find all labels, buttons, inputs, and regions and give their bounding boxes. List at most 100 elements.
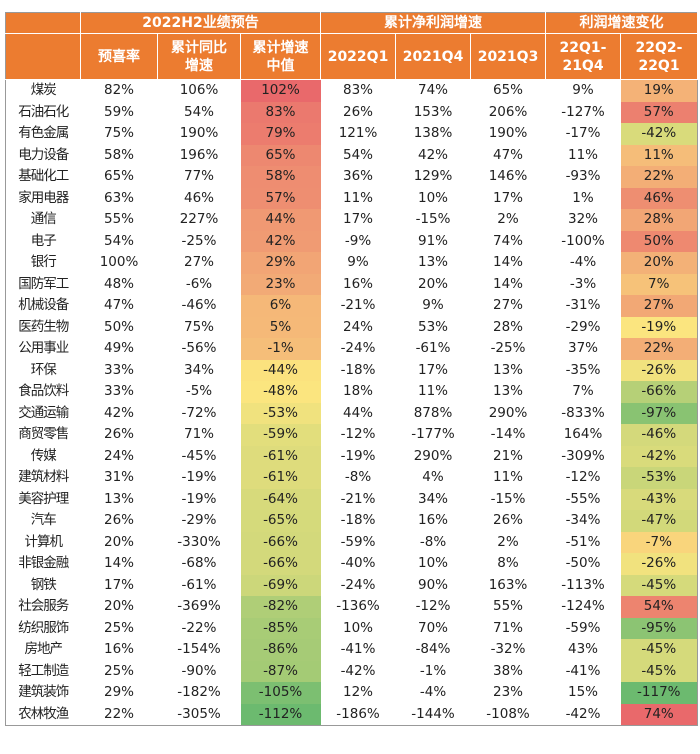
data-cell: 90% (418, 576, 449, 593)
data-cell: 54% (343, 146, 374, 163)
data-cell: 18% (343, 383, 374, 399)
data-cell: 70% (418, 619, 449, 636)
data-cell: 74% (620, 703, 698, 726)
data-cell: 74% (418, 82, 449, 98)
data-cell: -84% (415, 641, 451, 657)
table-row: 建筑装饰 29% -182% -105% 12% -4% 23% 15% -117% (6, 682, 698, 704)
data-cell: 82% (103, 82, 134, 98)
data-cell: -26% (620, 359, 698, 381)
data-cell: -108% (486, 705, 530, 722)
data-cell: 54% (620, 596, 698, 618)
data-cell: 17% (418, 361, 449, 378)
table-row: 有色金属 75% 190% 79% 121% 138% 190% -17% -42% (6, 123, 698, 145)
data-cell: 20% (103, 533, 134, 550)
data-cell: 14% (493, 275, 524, 292)
data-cell: 44% (343, 404, 374, 421)
data-cell: 28% (620, 209, 698, 231)
data-cell: 20% (103, 598, 134, 614)
data-cell: -369% (177, 598, 221, 614)
data-cell: -9% (344, 232, 372, 249)
industry-name: 通信 (30, 211, 57, 227)
data-cell: 63% (103, 189, 134, 206)
data-cell: -19% (181, 490, 217, 507)
data-cell: -186% (336, 705, 380, 722)
industry-name: 公用事业 (18, 340, 69, 356)
industry-earnings-table: 2022H2业绩预告 累计净利润增速 利润增速变化 预喜率 累计同比 增速 累计增速… (5, 12, 699, 726)
data-cell: 48% (103, 275, 134, 292)
data-cell: -22% (181, 619, 217, 636)
data-cell: 11% (620, 144, 698, 166)
data-cell: 36% (343, 168, 374, 184)
table-row: 电力设备 58% 196% 65% 54% 42% 47% 11% 11% (6, 144, 698, 166)
data-cell: -40% (340, 555, 376, 571)
data-cell: -97% (620, 402, 698, 424)
data-cell: -330% (177, 533, 221, 550)
data-cell: -61% (240, 467, 321, 489)
industry-name: 钢铁 (30, 576, 57, 593)
data-cell: -86% (240, 639, 321, 661)
data-cell: 26% (103, 512, 134, 528)
table-row: 计算机 20% -330% -66% -59% -8% 2% -51% -7% (6, 531, 698, 553)
table-row: 煤炭 82% 106% 102% 83% 74% 65% 9% 19% (6, 79, 698, 102)
industry-name: 食品饮料 (18, 383, 69, 399)
industry-name: 房地产 (24, 641, 64, 657)
data-cell: 42% (240, 230, 321, 252)
data-cell: 16% (343, 275, 374, 292)
data-cell: 27% (493, 297, 524, 313)
industry-name: 建筑装饰 (18, 684, 69, 700)
data-cell: -32% (490, 641, 526, 657)
data-cell: -144% (411, 705, 455, 722)
industry-name: 家用电器 (18, 189, 69, 206)
data-cell: -45% (181, 447, 217, 464)
data-cell: 71% (493, 619, 524, 636)
data-cell: -305% (177, 705, 221, 722)
data-cell: -19% (340, 447, 376, 464)
data-cell: -25% (181, 232, 217, 249)
data-cell: 91% (418, 232, 449, 249)
data-cell: -8% (344, 469, 372, 485)
data-cell: 16% (103, 641, 134, 657)
data-cell: 29% (103, 684, 134, 700)
data-cell: 106% (179, 82, 219, 98)
data-cell: 22% (620, 338, 698, 360)
industry-name: 有色金属 (18, 125, 69, 141)
data-cell: 9% (422, 297, 444, 313)
industry-name: 传媒 (30, 447, 57, 464)
column-header: 22Q1- 21Q4 (545, 33, 622, 80)
data-cell: 55% (103, 211, 134, 227)
table-row: 房地产 16% -154% -86% -41% -84% -32% 43% -45% (6, 639, 698, 661)
table-row: 传媒 24% -45% -61% -19% 290% 21% -309% -42% (6, 445, 698, 467)
data-cell: -18% (340, 512, 376, 528)
data-cell: -45% (620, 639, 698, 661)
data-cell: 59% (103, 103, 134, 120)
data-cell: 77% (183, 168, 214, 184)
data-cell: -17% (565, 125, 601, 141)
data-cell: 34% (183, 361, 214, 378)
data-cell: -68% (181, 555, 217, 571)
data-cell: -90% (181, 662, 217, 679)
data-cell: 13% (493, 383, 524, 399)
table-row: 汽车 26% -29% -65% -18% 16% 26% -34% -47% (6, 510, 698, 532)
data-cell: 58% (103, 146, 134, 163)
data-cell: 55% (493, 598, 524, 614)
table-row: 公用事业 49% -56% -1% -24% -61% -25% 37% 22% (6, 338, 698, 360)
data-cell: 57% (240, 187, 321, 209)
data-cell: 50% (620, 230, 698, 252)
data-cell: 26% (103, 426, 134, 442)
industry-name: 机械设备 (18, 297, 69, 313)
data-cell: 17% (493, 189, 524, 206)
group-header-growth-change: 利润增速变化 (545, 12, 699, 34)
data-cell: 5% (240, 316, 321, 338)
data-cell: 21% (493, 447, 524, 464)
data-cell: 290% (488, 404, 528, 421)
data-cell: -64% (240, 488, 321, 510)
data-cell: -4% (569, 254, 597, 270)
data-cell: -47% (620, 510, 698, 532)
data-cell: -154% (177, 641, 221, 657)
data-cell: 31% (103, 469, 134, 485)
corner-header-2 (5, 33, 81, 80)
data-cell: -42% (565, 705, 601, 722)
data-cell: 10% (418, 555, 449, 571)
data-cell: -53% (240, 402, 321, 424)
data-cell: -1% (419, 662, 447, 679)
